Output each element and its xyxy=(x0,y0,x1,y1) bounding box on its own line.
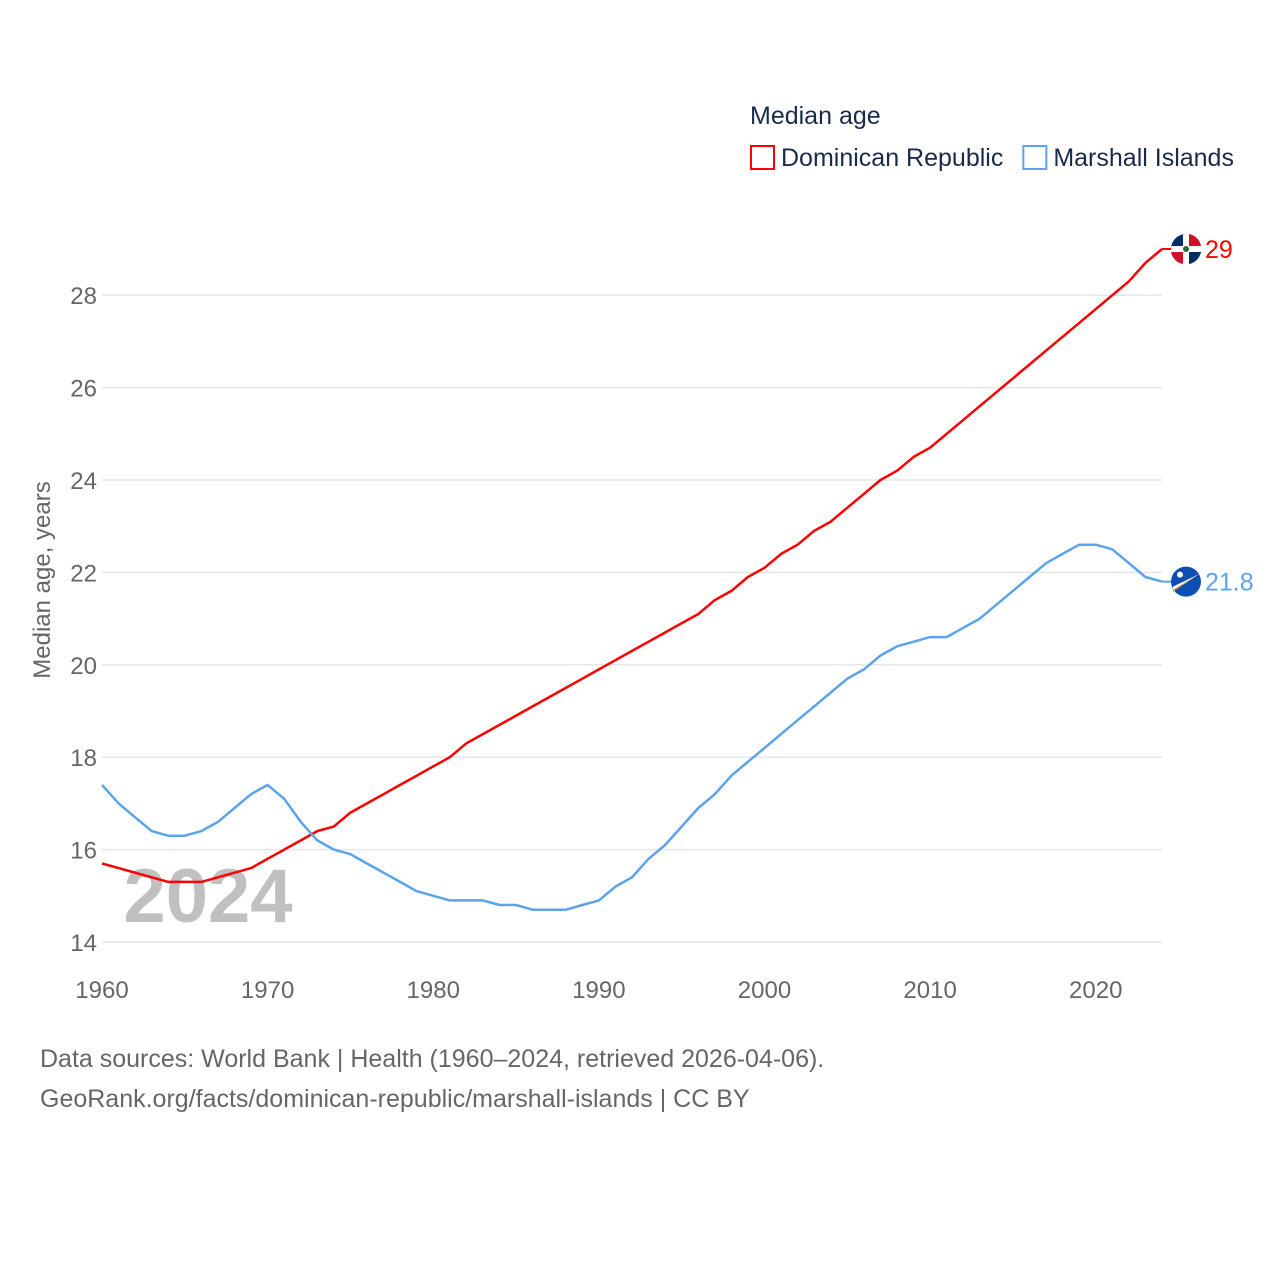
legend-swatch xyxy=(1022,145,1048,170)
legend-item-label: Marshall Islands xyxy=(1053,144,1234,172)
footer-link[interactable]: GeoRank.org/facts/dominican-republic/mar… xyxy=(40,1085,750,1113)
year-watermark: 2024 xyxy=(123,854,292,939)
y-tick-label: 18 xyxy=(70,745,97,772)
end-value-label: 21.8 xyxy=(1205,569,1254,597)
legend-title: Median age xyxy=(750,102,881,130)
legend-swatch xyxy=(750,145,775,170)
x-tick-label: 1980 xyxy=(407,977,460,1004)
x-tick-label: 2010 xyxy=(903,977,956,1004)
y-tick-label: 28 xyxy=(70,283,97,310)
marshall-islands-flag-icon xyxy=(1171,566,1201,597)
line-chart: 14 16 18 20 22 24 26 28 1960 1970 1980 1990 2000 2010… xyxy=(29,102,1254,1004)
x-tick-label: 1990 xyxy=(572,977,625,1004)
dominican-republic-flag-icon xyxy=(1171,234,1201,264)
y-axis-label: Median age, years xyxy=(29,481,56,678)
y-tick-label: 14 xyxy=(70,930,97,957)
y-tick-label: 24 xyxy=(70,468,97,495)
x-tick-label: 1960 xyxy=(75,977,128,1004)
y-tick-label: 26 xyxy=(70,376,97,403)
x-tick-label: 2000 xyxy=(738,977,791,1004)
footer-sources: Data sources: World Bank | Health (1960–… xyxy=(40,1045,825,1073)
series-line-1 xyxy=(101,543,1163,911)
y-tick-label: 20 xyxy=(70,653,97,680)
y-tick-label: 22 xyxy=(70,560,97,587)
end-value-label: 29 xyxy=(1205,236,1233,264)
series-line-0 xyxy=(101,248,1163,884)
y-tick-label: 16 xyxy=(70,838,97,865)
x-tick-label: 2020 xyxy=(1069,977,1122,1004)
legend-item-label: Dominican Republic xyxy=(781,144,1003,172)
x-tick-label: 1970 xyxy=(241,977,294,1004)
